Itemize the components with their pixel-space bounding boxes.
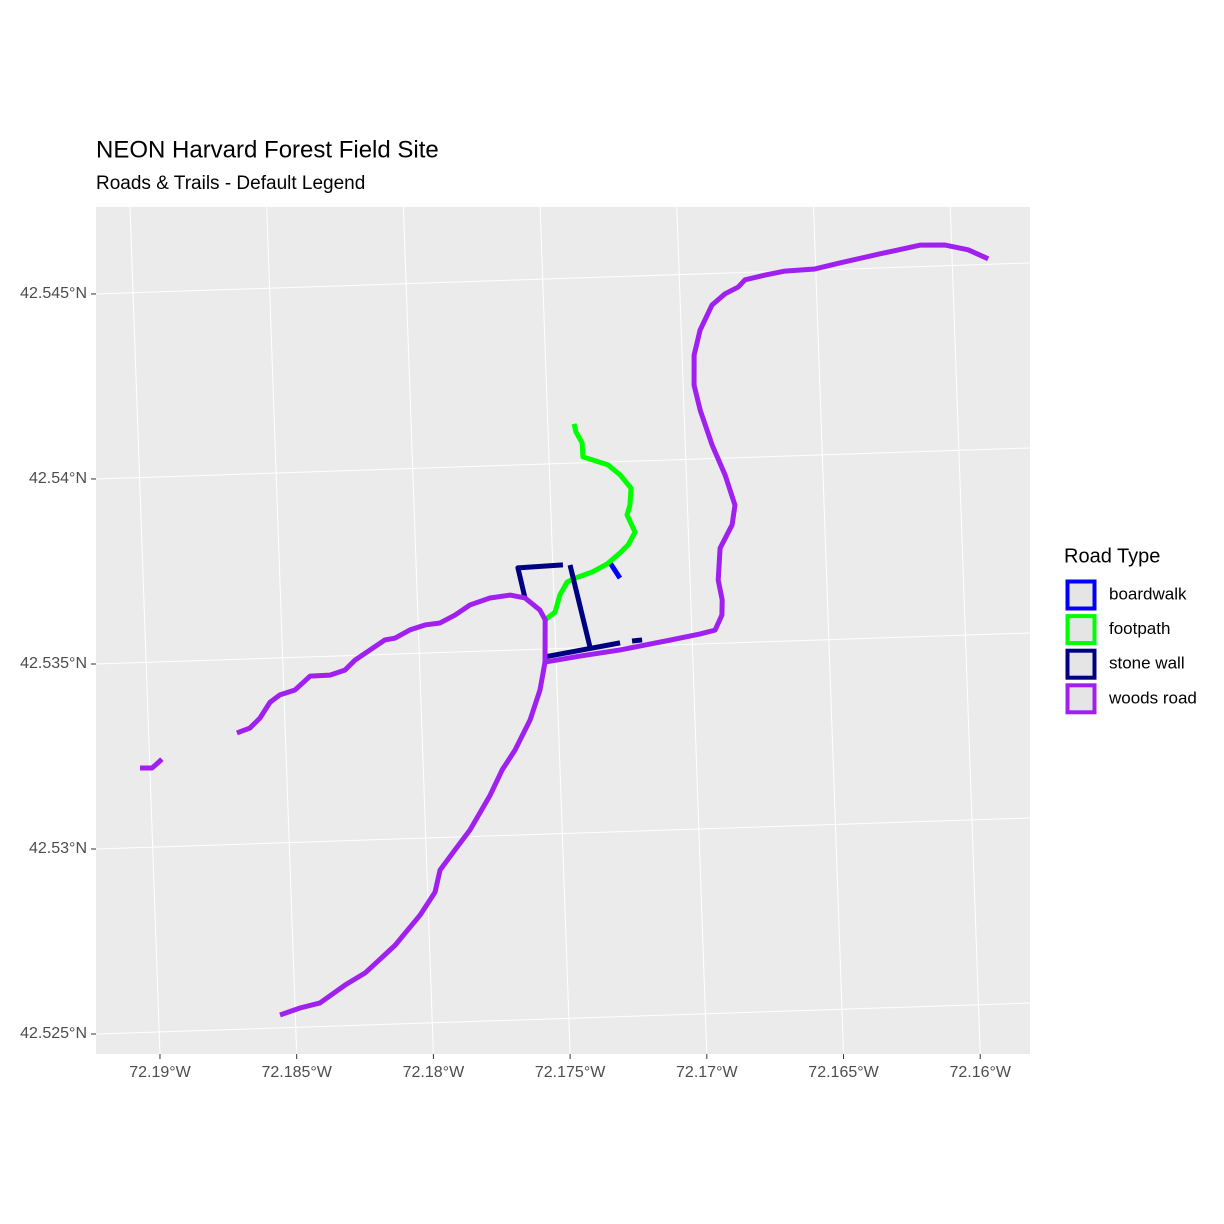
road-line bbox=[543, 423, 638, 622]
x-tick-label: 72.16°W bbox=[949, 1064, 1011, 1081]
y-tick-label: 42.54°N bbox=[29, 470, 87, 487]
x-tick-label: 72.165°W bbox=[808, 1064, 879, 1081]
legend-key bbox=[1065, 683, 1097, 715]
road-line bbox=[567, 564, 593, 649]
x-tick-label: 72.175°W bbox=[535, 1064, 606, 1081]
legend-label: stone wall bbox=[1109, 654, 1185, 673]
legend-key bbox=[1065, 579, 1097, 611]
grid-line bbox=[96, 262, 1030, 295]
chart-subtitle: Roads & Trails - Default Legend bbox=[96, 173, 365, 194]
grid-line bbox=[96, 632, 1030, 665]
road-line bbox=[140, 757, 164, 771]
axes: 72.19°W 72.185°W 72.18°W 72.175°W 72.17°W 72.… bbox=[20, 285, 1012, 1081]
legend-label: footpath bbox=[1109, 619, 1170, 638]
x-tick-label: 72.19°W bbox=[129, 1064, 191, 1081]
legend-label: boardwalk bbox=[1109, 584, 1187, 603]
y-tick-label: 42.545°N bbox=[20, 285, 87, 302]
grid-line bbox=[813, 207, 845, 1054]
legend: boardwalk footpath stone wall woods road bbox=[1065, 579, 1197, 715]
road-line bbox=[544, 640, 621, 660]
road-line bbox=[279, 661, 548, 1018]
x-tick-label: 72.18°W bbox=[403, 1064, 465, 1081]
x-tick-label: 72.185°W bbox=[261, 1064, 332, 1081]
grid-line bbox=[949, 207, 981, 1054]
grid-line bbox=[402, 207, 434, 1054]
chart-title: NEON Harvard Forest Field Site bbox=[96, 136, 439, 163]
grid-line bbox=[266, 207, 298, 1054]
grid bbox=[96, 207, 1030, 1054]
grid-line bbox=[96, 817, 1030, 850]
road-line bbox=[515, 562, 564, 599]
legend-key bbox=[1065, 648, 1097, 680]
grid-line bbox=[129, 207, 161, 1054]
legend-key bbox=[1065, 614, 1097, 646]
y-tick-label: 42.525°N bbox=[20, 1025, 87, 1042]
legend-label: woods road bbox=[1108, 688, 1197, 707]
grid-line bbox=[96, 447, 1030, 480]
road-line bbox=[236, 592, 548, 736]
features bbox=[140, 242, 990, 1018]
road-line bbox=[544, 242, 990, 665]
panel-background bbox=[96, 207, 1030, 1054]
road-line bbox=[631, 637, 643, 644]
road-line bbox=[608, 561, 623, 580]
grid-line bbox=[96, 1002, 1030, 1035]
grid-line bbox=[676, 207, 708, 1054]
y-tick-label: 42.53°N bbox=[29, 840, 87, 857]
legend-title: Road Type bbox=[1064, 545, 1160, 567]
x-tick-label: 72.17°W bbox=[676, 1064, 738, 1081]
y-tick-label: 42.535°N bbox=[20, 655, 87, 672]
